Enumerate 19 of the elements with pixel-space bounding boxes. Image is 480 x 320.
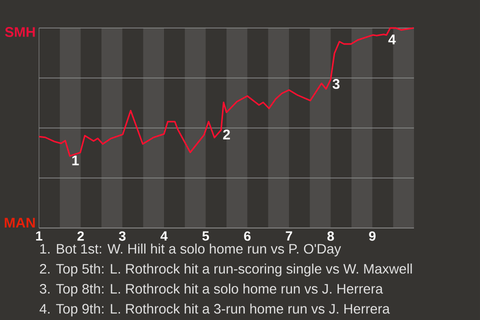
x-tick-label: 8	[327, 231, 334, 241]
x-tick-label: 6	[244, 231, 251, 241]
x-tick-label: 4	[160, 231, 168, 241]
x-tick-label: 7	[286, 231, 292, 241]
annotation: 3	[332, 79, 340, 89]
annotation: 2	[223, 130, 230, 140]
x-tick-label: 2	[77, 231, 84, 241]
text: 2. Top 5th: L. Rothrock hit a run-scoring single vs W. Maxwell	[40, 264, 412, 276]
x-tick-label: 3	[118, 231, 126, 241]
text: MAN	[4, 218, 35, 228]
x-tick-label: 1	[36, 231, 42, 241]
text: 1. Bot 1st: W. Hill hit a solo home run vs P. O'Day	[40, 244, 342, 256]
text: 4. Top 9th: L. Rothrock hit a 3-run home run vs J. Herrera	[40, 304, 390, 316]
x-tick-label: 9	[369, 231, 376, 241]
x-tick-label: 5	[202, 231, 210, 241]
text: 3. Top 8th: L. Rothrock hit a solo home run vs J. Herrera	[40, 284, 383, 296]
annotation: 1	[72, 156, 79, 166]
text: SMH	[5, 27, 35, 37]
annotation: 4	[388, 34, 396, 44]
